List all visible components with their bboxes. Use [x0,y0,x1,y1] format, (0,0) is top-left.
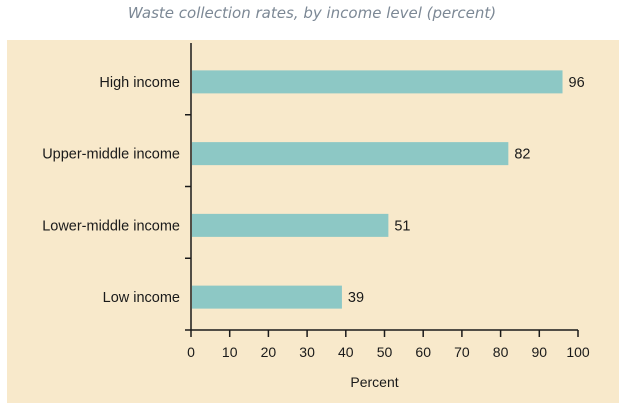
x-tick-label: 10 [222,344,238,360]
category-label: Low income [103,290,180,306]
bar [192,213,389,237]
data-label: 96 [569,75,585,91]
bar [192,142,509,166]
x-tick-label: 0 [187,344,195,360]
x-tick-label: 80 [493,344,509,360]
x-tick-label: 70 [454,344,470,360]
bar [192,285,342,309]
data-label: 51 [394,218,410,234]
labels: 0 10 20 30 40 50 60 70 80 90 100 Percent High income… [42,75,590,390]
x-axis-title: Percent [350,374,398,390]
category-label: Upper-middle income [42,147,180,163]
x-tick-label: 90 [532,344,548,360]
category-label: High income [99,75,180,91]
x-tick-label: 40 [338,344,354,360]
chart-title: Waste collection rates, by income level … [127,4,497,22]
x-tick-label: 60 [415,344,431,360]
data-label: 82 [514,147,530,163]
data-label: 39 [348,290,364,306]
x-tick-label: 50 [377,344,393,360]
x-tick-label: 20 [261,344,277,360]
bars [192,70,563,309]
axes [185,43,579,337]
x-tick-label: 100 [566,344,590,360]
category-label: Lower-middle income [42,218,180,234]
bar [192,70,563,94]
x-tick-label: 30 [299,344,315,360]
